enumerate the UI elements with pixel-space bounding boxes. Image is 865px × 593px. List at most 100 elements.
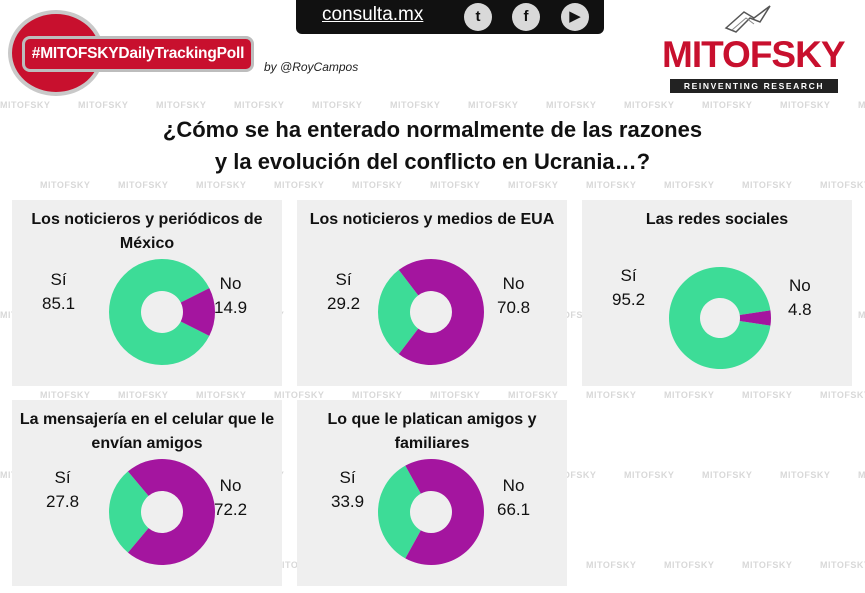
watermark-text: MITOFSKY xyxy=(546,100,597,110)
no-slice xyxy=(180,288,215,336)
watermark-text: MITOFSKY xyxy=(312,100,363,110)
donut-chart xyxy=(109,259,215,365)
no-value: 70.8 xyxy=(497,298,531,317)
yes-value: 29.2 xyxy=(327,294,361,313)
no-slice xyxy=(405,459,484,565)
chart-panel: La mensajería en el celular que le envía… xyxy=(12,400,282,586)
watermark-text: MITOFSKY xyxy=(742,390,793,400)
panel-title-line: México xyxy=(119,235,175,252)
yes-label: Sí 29.2 xyxy=(327,268,360,316)
panel-title-line: Los noticieros y medios de EUA xyxy=(309,211,555,228)
panel-title-line: Lo que le platican amigos y xyxy=(327,411,537,428)
no-value: 14.9 xyxy=(214,298,248,317)
watermark-text: MITOFSKY xyxy=(196,180,247,190)
donut-chart xyxy=(378,259,484,365)
watermark-text: MITOFSKY xyxy=(430,180,481,190)
watermark-text: MITOFSKY xyxy=(40,390,91,400)
watermark-text: MITOFSKY xyxy=(858,470,865,480)
watermark-text: MITOFSKY xyxy=(546,470,597,480)
top-bar: consulta.mx t f ▶ xyxy=(296,0,604,34)
logo-bird-icon xyxy=(724,5,771,33)
panel-title-line: envían amigos xyxy=(91,435,203,452)
watermark-text: MITOFSKY xyxy=(742,180,793,190)
panel-title: La mensajería en el celular que le envía… xyxy=(12,408,282,456)
no-label: No 72.2 xyxy=(214,474,247,522)
yes-label: Sí 85.1 xyxy=(42,268,75,316)
no-label: No 70.8 xyxy=(497,272,530,320)
no-label: No 4.8 xyxy=(788,274,812,322)
donut-chart xyxy=(109,459,215,565)
no-value: 4.8 xyxy=(788,300,812,319)
panel-title: Lo que le platican amigos y familiares xyxy=(297,408,567,456)
watermark-text: MITOFSKY xyxy=(780,100,831,110)
watermark-text: MITOFSKY xyxy=(586,180,637,190)
site-link[interactable]: consulta.mx xyxy=(322,4,424,25)
chart-panel: Lo que le platican amigos y familiares S… xyxy=(297,400,567,586)
watermark-text: MITOFSKY xyxy=(664,180,715,190)
watermark-text: MITOFSKY xyxy=(274,390,325,400)
yes-slice xyxy=(109,471,149,553)
donut-chart xyxy=(378,459,484,565)
yes-label: Sí 33.9 xyxy=(331,466,364,514)
twitter-icon[interactable]: t xyxy=(464,3,492,31)
watermark-text: MITOFSKY xyxy=(624,470,675,480)
watermark-text: MITOFSKY xyxy=(118,390,169,400)
watermark-text: MITOFSKY xyxy=(468,100,519,110)
watermark-text: MITOFSKY xyxy=(586,390,637,400)
watermark-text: MITOFSKY xyxy=(624,100,675,110)
watermark-text: MITOFSKY xyxy=(352,390,403,400)
panel-title: Los noticieros y periódicos de México xyxy=(12,208,282,256)
watermark-text: MITOFSKY xyxy=(586,560,637,570)
no-slice xyxy=(739,310,771,326)
watermark-text: MITOFSKY xyxy=(352,180,403,190)
yes-slice xyxy=(669,267,771,369)
title-line-1: ¿Cómo se ha enterado normalmente de las … xyxy=(162,117,703,142)
chart-panel: Los noticieros y medios de EUA Sí 29.2 No… xyxy=(297,200,567,386)
yes-slice xyxy=(109,259,210,365)
yes-slice xyxy=(378,269,419,355)
no-slice xyxy=(398,259,484,365)
watermark-text: MITOFSKY xyxy=(508,390,559,400)
chart-panel: Las redes sociales Sí 95.2 No 4.8 xyxy=(582,200,852,386)
yes-slice xyxy=(378,465,421,559)
watermark-text: MITOFSKY xyxy=(820,180,865,190)
no-value: 66.1 xyxy=(497,500,531,519)
watermark-text: MITOFSKY xyxy=(664,560,715,570)
yes-label: Sí 27.8 xyxy=(46,466,79,514)
hashtag-badge: #MITOFSKYDailyTrackingPoll xyxy=(8,10,256,96)
no-value: 72.2 xyxy=(214,500,248,519)
watermark-text: MITOFSKY xyxy=(546,310,597,320)
watermark-text: MITOFSKY xyxy=(78,100,129,110)
watermark-text: MITOFSKY xyxy=(40,180,91,190)
panel-title: Las redes sociales xyxy=(582,208,852,232)
watermark-text: MITOFSKY xyxy=(820,390,865,400)
title-line-2: y la evolución del conflicto en Ucrania…… xyxy=(214,149,651,174)
yes-value: 85.1 xyxy=(42,294,76,313)
watermark-text: MITOFSKY xyxy=(702,470,753,480)
watermark-text: MITOFSKY xyxy=(234,100,285,110)
watermark-text: MITOFSKY xyxy=(858,310,865,320)
no-slice xyxy=(127,459,215,565)
facebook-icon[interactable]: f xyxy=(512,3,540,31)
watermark-text: MITOFSKY xyxy=(430,390,481,400)
byline: by @RoyCampos xyxy=(264,60,359,74)
youtube-icon[interactable]: ▶ xyxy=(561,3,589,31)
watermark-text: MITOFSKY xyxy=(742,560,793,570)
watermark-text: MITOFSKY xyxy=(196,390,247,400)
watermark-text: MITOFSKY xyxy=(390,100,441,110)
brand-tagline: REINVENTING RESEARCH xyxy=(670,79,838,93)
panel-title-line: Las redes sociales xyxy=(645,211,789,228)
panel-title: Los noticieros y medios de EUA xyxy=(297,208,567,232)
panel-title-line: Los noticieros y periódicos de xyxy=(31,211,263,228)
page-title: ¿Cómo se ha enterado normalmente de las … xyxy=(0,114,865,178)
watermark-text: MITOFSKY xyxy=(664,390,715,400)
yes-value: 27.8 xyxy=(46,492,80,511)
watermark-text: MITOFSKY xyxy=(780,470,831,480)
yes-value: 95.2 xyxy=(612,290,646,309)
yes-label: Sí 95.2 xyxy=(612,264,645,312)
watermark-text: MITOFSKY xyxy=(702,100,753,110)
watermark-text: MITOFSKY xyxy=(858,100,865,110)
watermark-text: MITOFSKY xyxy=(118,180,169,190)
watermark-text: MITOFSKY xyxy=(820,560,865,570)
no-label: No 14.9 xyxy=(214,272,247,320)
